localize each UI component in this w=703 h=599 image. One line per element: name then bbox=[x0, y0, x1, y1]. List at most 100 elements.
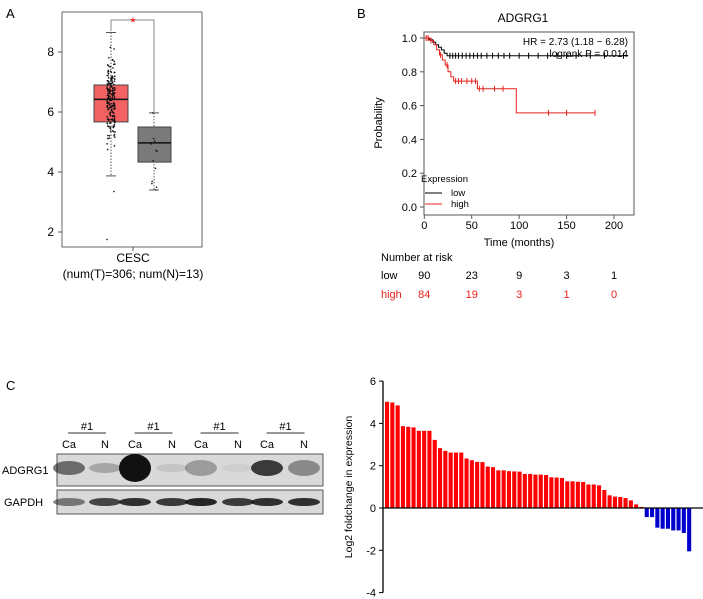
km-xlabel: Time (months) bbox=[484, 237, 555, 249]
data-point bbox=[113, 78, 116, 80]
data-point bbox=[113, 80, 116, 82]
data-point bbox=[109, 83, 112, 86]
data-point bbox=[108, 118, 110, 121]
risk-row-label: low bbox=[381, 270, 398, 282]
panel-label-a: A bbox=[6, 6, 15, 21]
risk-row-label: high bbox=[381, 289, 402, 301]
data-point bbox=[106, 115, 109, 118]
boxplot-xsublabel: (num(T)=306; num(N)=13) bbox=[63, 267, 204, 281]
bar bbox=[480, 462, 485, 508]
data-point bbox=[112, 130, 115, 133]
significance-star: * bbox=[130, 14, 136, 30]
data-point bbox=[109, 97, 112, 99]
sample-group-label: #1 bbox=[213, 421, 225, 433]
data-point bbox=[109, 99, 112, 101]
bar bbox=[528, 473, 533, 508]
data-point bbox=[113, 145, 116, 147]
lane-label: Ca bbox=[62, 439, 77, 451]
data-point bbox=[108, 56, 110, 59]
data-point bbox=[106, 87, 108, 90]
outlier-point bbox=[113, 190, 115, 193]
y-tick-label: 2 bbox=[370, 461, 376, 473]
data-point bbox=[111, 89, 114, 91]
gapdh-band bbox=[53, 498, 85, 506]
data-point bbox=[107, 80, 110, 83]
significance-bracket bbox=[110, 19, 155, 113]
data-point bbox=[111, 92, 114, 95]
x-tick-label: 0 bbox=[421, 220, 427, 232]
risk-value: 23 bbox=[466, 270, 478, 282]
adgrg1-band bbox=[222, 464, 254, 472]
y-tick-label: 0.0 bbox=[402, 202, 417, 214]
data-point bbox=[114, 120, 116, 122]
data-point bbox=[109, 85, 112, 87]
bar bbox=[432, 439, 437, 508]
boxplot-frame bbox=[61, 11, 203, 248]
y-tick-label: 4 bbox=[370, 418, 376, 430]
sample-group-label: #1 bbox=[81, 421, 93, 433]
gapdh-band bbox=[222, 498, 254, 506]
km-legend-title: Expression bbox=[421, 174, 468, 185]
data-point bbox=[108, 88, 111, 91]
bar bbox=[687, 508, 692, 552]
sample-group-label: #1 bbox=[147, 421, 159, 433]
panel-label-b: B bbox=[357, 6, 366, 21]
data-point bbox=[155, 189, 157, 191]
row-label-gapdh: GAPDH bbox=[4, 497, 43, 509]
y-tick-label: 4 bbox=[47, 165, 54, 179]
data-point bbox=[111, 105, 113, 107]
bar bbox=[565, 481, 570, 508]
data-point bbox=[108, 126, 111, 128]
data-point bbox=[113, 71, 116, 74]
bar bbox=[400, 426, 405, 508]
risk-value: 90 bbox=[418, 270, 430, 282]
data-point bbox=[110, 80, 112, 82]
km-frame bbox=[423, 31, 635, 216]
bar bbox=[586, 484, 591, 508]
bar bbox=[496, 470, 501, 508]
bar bbox=[517, 471, 522, 508]
gapdh-band bbox=[251, 498, 283, 506]
data-point bbox=[108, 65, 110, 68]
data-point bbox=[113, 133, 116, 136]
data-point bbox=[109, 105, 112, 108]
data-point bbox=[113, 105, 116, 108]
data-point bbox=[106, 143, 108, 145]
data-point bbox=[109, 86, 112, 89]
data-point bbox=[106, 83, 109, 85]
data-point bbox=[109, 130, 112, 132]
bar bbox=[438, 448, 443, 508]
data-point bbox=[107, 137, 109, 140]
data-point bbox=[110, 99, 113, 102]
y-tick-label: 8 bbox=[47, 45, 54, 59]
data-point bbox=[111, 96, 114, 98]
data-point bbox=[114, 63, 116, 65]
boxplot-panel: 2 4 6 8 bbox=[47, 11, 203, 251]
data-point bbox=[112, 87, 115, 89]
data-point bbox=[109, 112, 111, 115]
bar bbox=[591, 484, 596, 508]
risk-value: 1 bbox=[611, 270, 617, 282]
bar bbox=[634, 504, 639, 508]
data-point bbox=[106, 125, 109, 127]
bar bbox=[575, 481, 580, 508]
bar bbox=[644, 508, 649, 518]
data-point bbox=[109, 95, 111, 98]
bar bbox=[544, 475, 549, 508]
bar bbox=[581, 481, 586, 508]
legend-low-label: low bbox=[451, 188, 465, 199]
data-point bbox=[112, 67, 114, 69]
data-point bbox=[112, 126, 114, 129]
data-point bbox=[106, 104, 109, 107]
gapdh-band bbox=[288, 498, 320, 506]
data-point bbox=[152, 137, 155, 140]
boxplot-xlabel: CESC bbox=[116, 251, 150, 265]
data-point bbox=[106, 94, 109, 97]
bar bbox=[390, 402, 395, 508]
bar bbox=[427, 430, 432, 508]
panel-label-c: C bbox=[6, 378, 15, 393]
data-point bbox=[113, 95, 116, 98]
bar bbox=[459, 452, 464, 508]
y-tick-label: 6 bbox=[370, 376, 376, 388]
